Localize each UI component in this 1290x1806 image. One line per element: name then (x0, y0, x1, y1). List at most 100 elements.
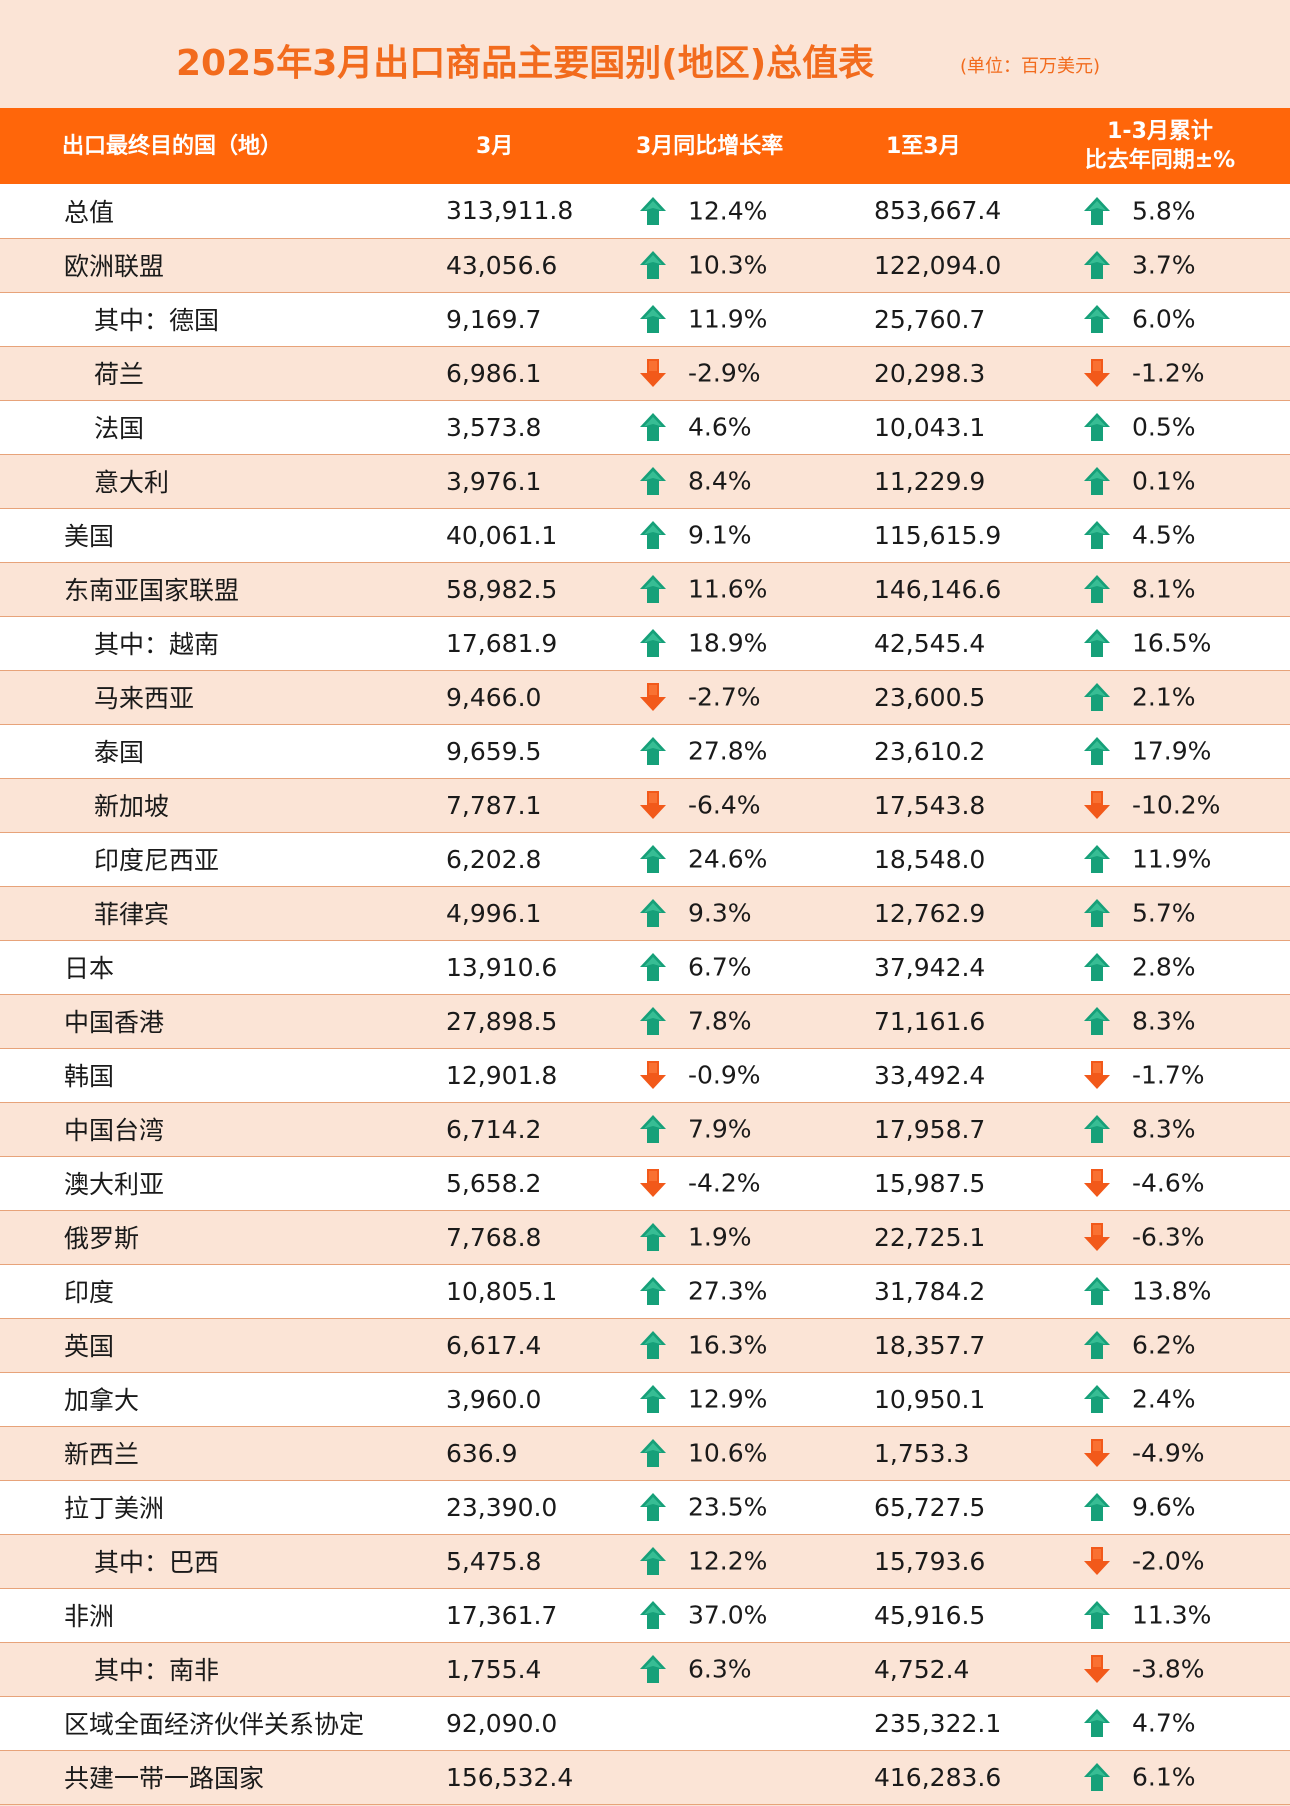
country-name: 新加坡 (94, 792, 170, 821)
jan-mar-value: 10,043.1 (874, 412, 986, 442)
jan-mar-value: 33,492.4 (874, 1060, 986, 1090)
up-arrow-icon (638, 1491, 668, 1523)
country-name: 印度 (64, 1278, 115, 1307)
cumulative-change-cell: 8.3% (1070, 994, 1290, 1048)
jan-mar-value: 12,762.9 (874, 898, 986, 928)
table-row: 中国台湾 6,714.2 7.9% 17,958.7 8.3% (0, 1102, 1290, 1156)
cumulative-change-cell: -4.6% (1070, 1156, 1290, 1210)
march-value: 3,573.8 (446, 412, 542, 442)
march-yoy-cell: 18.9% (626, 616, 870, 670)
up-arrow-icon (1082, 249, 1112, 281)
march-yoy-cell: 8.4% (626, 454, 870, 508)
cumulative-change-value: 8.3% (1132, 1114, 1196, 1144)
march-yoy-value: 1.9% (688, 1222, 752, 1252)
up-arrow-icon (638, 1545, 668, 1577)
country-name: 马来西亚 (94, 684, 195, 713)
march-yoy-cell: -4.2% (626, 1156, 870, 1210)
up-arrow-icon (638, 1005, 668, 1037)
march-value: 3,976.1 (446, 466, 542, 496)
march-yoy-cell: 12.2% (626, 1534, 870, 1588)
country-name: 其中：南非 (94, 1656, 220, 1685)
jan-mar-value: 15,987.5 (874, 1168, 986, 1198)
up-arrow-icon (638, 1329, 668, 1361)
table-row: 俄罗斯 7,768.8 1.9% 22,725.1 -6.3% (0, 1210, 1290, 1264)
cumulative-change-cell: 0.5% (1070, 400, 1290, 454)
country-name: 泰国 (94, 738, 145, 767)
down-arrow-icon (1082, 1221, 1112, 1253)
cumulative-change-value: 5.7% (1132, 898, 1196, 928)
cumulative-change-value: 4.5% (1132, 520, 1196, 550)
table-row: 其中：南非 1,755.4 6.3% 4,752.4 -3.8% (0, 1642, 1290, 1696)
jan-mar-value: 22,725.1 (874, 1222, 986, 1252)
country-name: 荷兰 (94, 360, 145, 389)
country-name: 其中：德国 (94, 306, 220, 335)
march-value: 40,061.1 (446, 520, 558, 550)
march-yoy-value: 9.3% (688, 898, 752, 928)
up-arrow-icon (638, 1221, 668, 1253)
table-body: 总值 313,911.8 12.4% 853,667.4 5.8% 欧洲联盟 43,056.… (0, 184, 1290, 1804)
march-yoy-value: 11.9% (688, 304, 768, 334)
table-row: 区域全面经济伙伴关系协定 92,090.0 235,322.1 4.7% (0, 1696, 1290, 1750)
cumulative-change-cell: 11.3% (1070, 1588, 1290, 1642)
march-yoy-value: 9.1% (688, 520, 752, 550)
march-value: 9,466.0 (446, 682, 542, 712)
table-row: 新西兰 636.9 10.6% 1,753.3 -4.9% (0, 1426, 1290, 1480)
up-arrow-icon (1082, 951, 1112, 983)
up-arrow-icon (638, 411, 668, 443)
cumulative-change-value: 6.0% (1132, 304, 1196, 334)
table-row: 欧洲联盟 43,056.6 10.3% 122,094.0 3.7% (0, 238, 1290, 292)
march-value: 17,361.7 (446, 1600, 558, 1630)
cumulative-change-value: -4.6% (1132, 1168, 1205, 1198)
jan-mar-value: 20,298.3 (874, 358, 986, 388)
march-yoy-cell: 24.6% (626, 832, 870, 886)
march-yoy-value: -2.9% (688, 358, 761, 388)
march-value: 23,390.0 (446, 1492, 558, 1522)
cumulative-change-value: 6.2% (1132, 1330, 1196, 1360)
march-value: 313,911.8 (446, 196, 574, 226)
up-arrow-icon (638, 465, 668, 497)
down-arrow-icon (1082, 789, 1112, 821)
cumulative-change-cell: -1.2% (1070, 346, 1290, 400)
table-header-row: 出口最终目的国（地） 3月 3月同比增长率 1至3月 1-3月累计 比去年同期±… (0, 108, 1290, 184)
table-row: 马来西亚 9,466.0 -2.7% 23,600.5 2.1% (0, 670, 1290, 724)
down-arrow-icon (1082, 1167, 1112, 1199)
jan-mar-value: 15,793.6 (874, 1546, 986, 1576)
table-row: 法国 3,573.8 4.6% 10,043.1 0.5% (0, 400, 1290, 454)
table-row: 英国 6,617.4 16.3% 18,357.7 6.2% (0, 1318, 1290, 1372)
country-name: 韩国 (64, 1062, 115, 1091)
march-yoy-cell: 27.8% (626, 724, 870, 778)
up-arrow-icon (638, 573, 668, 605)
cumulative-change-cell: 17.9% (1070, 724, 1290, 778)
up-arrow-icon (638, 303, 668, 335)
up-arrow-icon (638, 1113, 668, 1145)
march-yoy-cell: 12.9% (626, 1372, 870, 1426)
march-yoy-value: 10.3% (688, 250, 768, 280)
table-row: 加拿大 3,960.0 12.9% 10,950.1 2.4% (0, 1372, 1290, 1426)
march-yoy-cell: 7.8% (626, 994, 870, 1048)
cumulative-change-cell: 0.1% (1070, 454, 1290, 508)
country-name: 菲律宾 (94, 900, 170, 929)
march-yoy-value: 24.6% (688, 844, 768, 874)
header-cumulative-line1: 1-3月累计 (1107, 119, 1213, 144)
country-name: 日本 (64, 954, 115, 983)
march-yoy-value: 7.9% (688, 1114, 752, 1144)
cumulative-change-cell: 16.5% (1070, 616, 1290, 670)
march-value: 6,617.4 (446, 1330, 542, 1360)
march-yoy-value: 6.3% (688, 1654, 752, 1684)
up-arrow-icon (1082, 519, 1112, 551)
march-yoy-cell: 10.3% (626, 238, 870, 292)
table-row: 印度 10,805.1 27.3% 31,784.2 13.8% (0, 1264, 1290, 1318)
jan-mar-value: 416,283.6 (874, 1762, 1002, 1792)
march-value: 13,910.6 (446, 952, 558, 982)
cumulative-change-cell: 8.3% (1070, 1102, 1290, 1156)
country-name: 其中：越南 (94, 630, 220, 659)
cumulative-change-value: -1.2% (1132, 358, 1205, 388)
march-value: 9,169.7 (446, 304, 542, 334)
up-arrow-icon (1082, 681, 1112, 713)
cumulative-change-value: -10.2% (1132, 790, 1221, 820)
jan-mar-value: 23,610.2 (874, 736, 986, 766)
cumulative-change-value: 8.3% (1132, 1006, 1196, 1036)
march-value: 636.9 (446, 1438, 518, 1468)
march-yoy-value: 27.3% (688, 1276, 768, 1306)
march-value: 4,996.1 (446, 898, 542, 928)
